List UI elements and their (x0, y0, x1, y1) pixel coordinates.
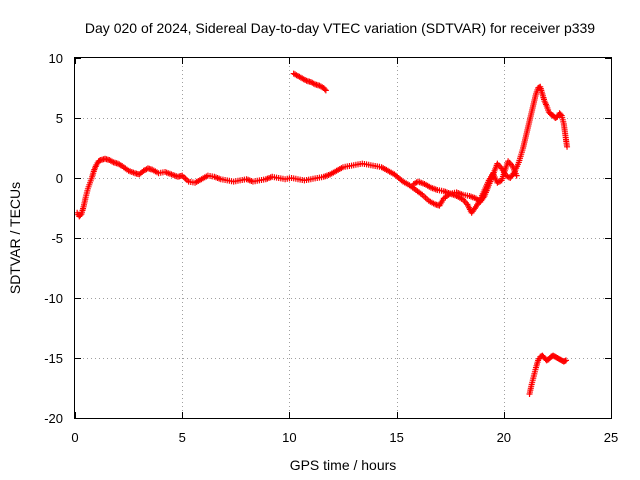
y-tick-label: 0 (56, 171, 63, 186)
series-main-track (74, 83, 571, 220)
x-tick-label: 0 (71, 430, 78, 445)
x-axis-label: GPS time / hours (290, 457, 397, 473)
data-point (322, 87, 329, 94)
data-point (321, 86, 328, 93)
data-point (562, 357, 569, 364)
data-point (564, 143, 571, 150)
y-tick-label: 10 (49, 51, 63, 66)
data-point (557, 111, 564, 118)
y-tick-label: -5 (51, 231, 63, 246)
series-secondary-track (410, 158, 520, 216)
y-axis-label: SDTVAR / TECUs (7, 182, 23, 294)
x-tick-label: 25 (604, 430, 618, 445)
series-upper-segment (290, 70, 329, 94)
plot-frame (74, 57, 612, 419)
x-tick-label: 10 (282, 430, 296, 445)
y-tick-label: -15 (44, 351, 63, 366)
y-tick-label: 5 (56, 111, 63, 126)
series-lower-segment (526, 352, 569, 397)
grid-lines (75, 58, 611, 418)
x-tick-label: 20 (497, 430, 511, 445)
x-tick-label: 5 (179, 430, 186, 445)
y-tick-label: -20 (44, 411, 63, 426)
axis-ticks: 0 5 10 15 20 25 -20 -15 -10 -5 0 5 10 (44, 51, 618, 445)
data-point (513, 172, 520, 179)
data-series (74, 70, 571, 397)
chart-title: Day 020 of 2024, Sidereal Day-to-day VTE… (85, 20, 595, 36)
y-tick-label: -10 (44, 291, 63, 306)
x-tick-label: 15 (389, 430, 403, 445)
